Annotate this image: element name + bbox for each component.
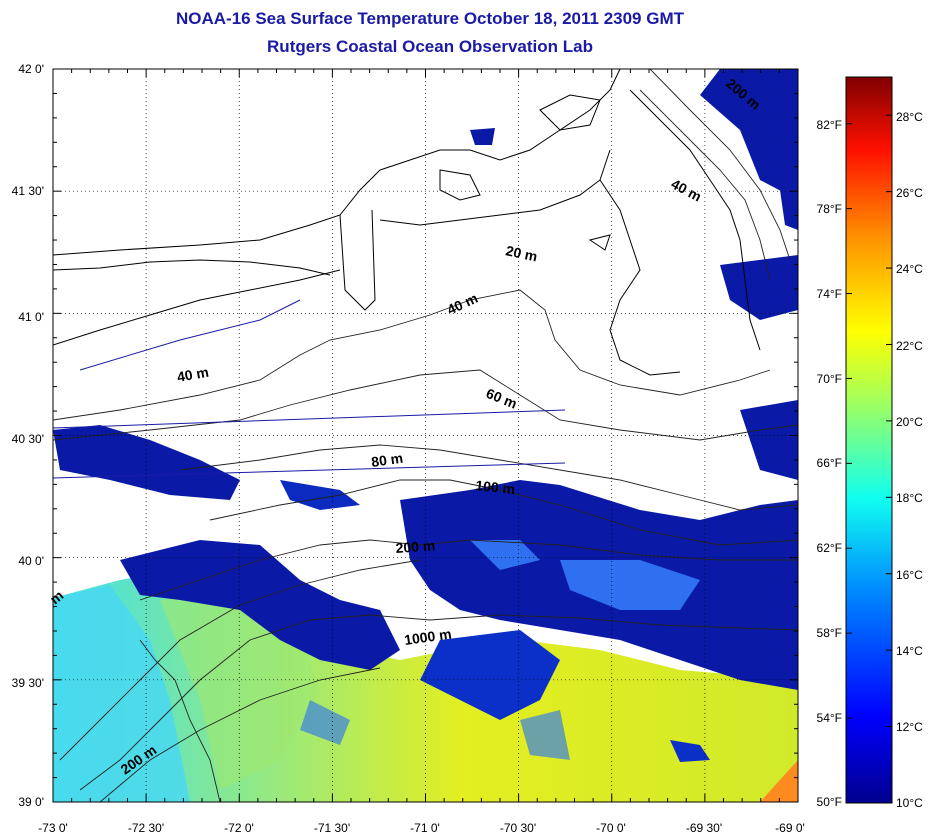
fahrenheit-label: 62°F [817, 541, 842, 555]
y-axis-labels: 42 0' 41 30' 41 0' 40 30' 40 0' 39 30' 3… [12, 62, 44, 809]
y-tick-label: 41 30' [12, 184, 44, 198]
fahrenheit-label: 54°F [817, 711, 842, 725]
depth-label: 1000 m [403, 626, 452, 648]
celsius-label: 26°C [896, 186, 923, 200]
fahrenheit-label: 66°F [817, 456, 842, 470]
colorbar-ticks [846, 114, 892, 804]
x-tick-label: -73 0' [38, 821, 68, 835]
celsius-label: 10°C [896, 796, 923, 810]
depth-label: 200 m [395, 537, 436, 556]
map-subtitle: Rutgers Coastal Ocean Observation Lab [267, 37, 593, 56]
celsius-label: 24°C [896, 262, 923, 276]
y-tick-label: 40 30' [12, 432, 44, 446]
celsius-label: 18°C [896, 491, 923, 505]
x-tick-label: -69 0' [775, 821, 805, 835]
x-tick-label: -71 0' [410, 821, 440, 835]
celsius-label: 12°C [896, 720, 923, 734]
y-tick-label: 40 0' [18, 554, 44, 568]
depth-label: 40 m [176, 364, 210, 385]
fahrenheit-label: 50°F [817, 795, 842, 809]
fahrenheit-label: 74°F [817, 287, 842, 301]
x-tick-label: -72 30' [128, 821, 164, 835]
y-tick-label: 42 0' [18, 62, 44, 76]
depth-label: 80 m [370, 450, 404, 470]
celsius-label: 28°C [896, 110, 923, 124]
sst-field [53, 69, 798, 802]
frame-ticks [52, 68, 799, 803]
depth-label: 20 m [504, 242, 539, 264]
colorbar [845, 76, 893, 804]
celsius-label: 22°C [896, 339, 923, 353]
fahrenheit-label: 70°F [817, 372, 842, 386]
colorbar-fahrenheit-labels: 82°F 78°F 74°F 70°F 66°F 62°F 58°F 54°F … [817, 118, 842, 809]
y-tick-label: 41 0' [18, 310, 44, 324]
x-tick-label: -69 30' [686, 821, 722, 835]
depth-label: 100 m [475, 477, 516, 497]
fahrenheit-label: 78°F [817, 202, 842, 216]
fahrenheit-label: 58°F [817, 626, 842, 640]
map-title: NOAA-16 Sea Surface Temperature October … [175, 9, 685, 28]
x-tick-label: -70 0' [596, 821, 626, 835]
x-tick-label: -71 30' [314, 821, 350, 835]
celsius-label: 14°C [896, 644, 923, 658]
colorbar-celsius-labels: 28°C 26°C 24°C 22°C 20°C 18°C 16°C 14°C … [896, 110, 923, 810]
graticule [53, 69, 798, 802]
celsius-label: 20°C [896, 415, 923, 429]
celsius-label: 16°C [896, 568, 923, 582]
x-tick-label: -72 0' [224, 821, 254, 835]
fahrenheit-label: 82°F [817, 118, 842, 132]
x-tick-label: -70 30' [500, 821, 536, 835]
y-tick-label: 39 30' [12, 676, 44, 690]
y-tick-label: 39 0' [18, 795, 44, 809]
x-axis-labels: -73 0' -72 30' -72 0' -71 30' -71 0' -70… [38, 821, 805, 835]
